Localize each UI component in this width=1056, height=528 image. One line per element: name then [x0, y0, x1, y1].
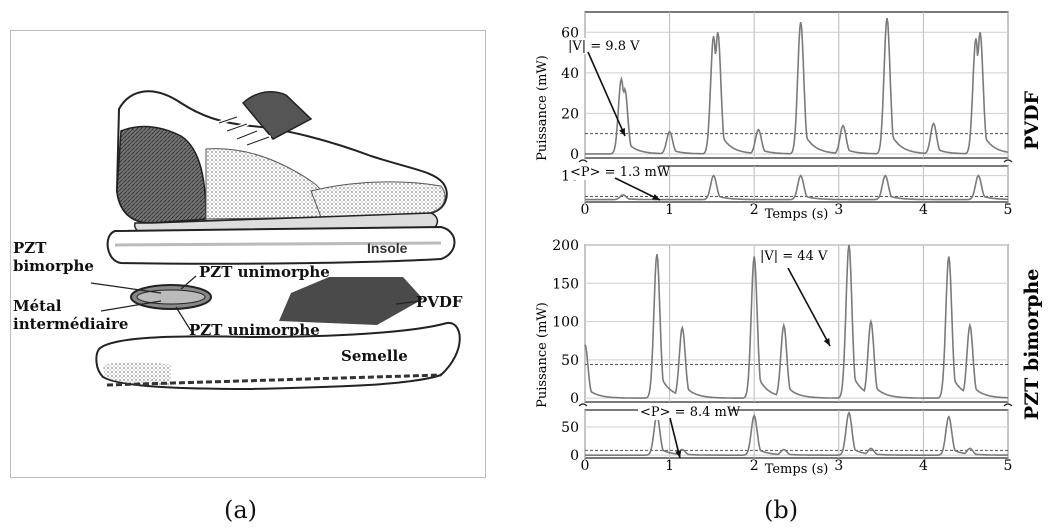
outsole	[95, 321, 461, 391]
label-pzt-unimorphe-top: PZT unimorphe	[199, 263, 330, 281]
pvdf-annotation-bg	[568, 164, 660, 180]
pzt_bimorphe-xtick: 0	[581, 458, 590, 474]
pzt_bimorphe-annotation: |V| = 44 V	[760, 249, 828, 264]
pzt_bimorphe-upper-ytick: 0	[570, 391, 579, 407]
pvdf-upper-series-line	[585, 17, 1009, 155]
pvdf-annotation-arrowhead	[652, 193, 660, 200]
pvdf-upper-ytick: 0	[570, 147, 579, 163]
pzt_bimorphe-annotation: <P> = 8.4 mW	[640, 405, 741, 420]
insole-label: Insole	[367, 240, 408, 256]
pvdf-upper-ytick: 40	[561, 66, 579, 82]
label-pzt-bimorphe-2: bimorphe	[13, 257, 94, 275]
pvdf-upper-ytick: 20	[561, 106, 579, 122]
pvdf-upper-ytick: 60	[561, 25, 579, 41]
pvdf-ylabel: Puissance (mW)	[535, 55, 550, 161]
pzt_bimorphe-axis-break	[578, 403, 1013, 407]
power-charts-panel: PVDF PZT bimorphe 020406010012345Temps (…	[530, 0, 1056, 494]
pvdf-annotation: |V| = 9.8 V	[568, 39, 640, 54]
pzt_bimorphe-upper-ytick: 100	[552, 315, 579, 331]
pvdf-xtick: 0	[581, 202, 590, 218]
label-pvdf: PVDF	[416, 293, 463, 311]
pzt_bimorphe-upper-series-line	[584, 244, 1008, 399]
side-label-pzt-bimorphe: PZT bimorphe	[1021, 269, 1043, 420]
power-charts: PVDF PZT bimorphe 020406010012345Temps (…	[535, 11, 1043, 477]
pzt_bimorphe-annotation-arrowhead	[823, 338, 830, 346]
panel-b-caption: (b)	[764, 496, 799, 524]
pvdf-film	[279, 277, 423, 325]
pvdf-annotation-bg	[566, 38, 650, 54]
pzt_bimorphe-annotation-arrowhead	[675, 450, 682, 458]
pvdf-xtick: 1	[665, 202, 674, 218]
side-label-pvdf: PVDF	[1021, 90, 1043, 150]
panel-a-caption: (a)	[224, 496, 258, 524]
pvdf-xtick: 2	[750, 202, 759, 218]
pvdf-annotation-arrowhead	[619, 128, 625, 136]
pvdf-upper-frame	[584, 11, 1009, 159]
pzt_bimorphe-upper-ytick: 50	[561, 353, 579, 369]
pzt_bimorphe-xtick: 3	[834, 458, 843, 474]
shoe-illustration-panel: Insole PZT bimorphe PZT unimorphe Métal …	[10, 30, 486, 478]
pvdf-xtick: 4	[919, 202, 928, 218]
pzt_bimorphe-annotation-bg	[638, 404, 730, 420]
label-metal-2: intermédiaire	[13, 315, 128, 333]
pzt_bimorphe-upper-ytick: 200	[552, 238, 579, 254]
pzt_bimorphe-lower-ytick: 0	[570, 448, 579, 464]
pzt_bimorphe-lower-ytick: 50	[561, 420, 579, 436]
pzt_bimorphe-upper-ytick: 150	[552, 276, 579, 292]
shoe-heel-panel	[116, 125, 207, 224]
pvdf-annotation-arrow	[614, 177, 661, 201]
shoe-toe-panel	[310, 181, 446, 218]
pzt_bimorphe-xtick: 2	[750, 458, 759, 474]
pvdf-annotation: <P> = 1.3 mW	[570, 165, 671, 180]
pvdf-axis-break	[578, 159, 1013, 163]
pzt_bimorphe-upper-frame	[584, 244, 1009, 403]
pzt_bimorphe-xlabel: Temps (s)	[765, 462, 829, 477]
pvdf-xtick: 3	[834, 202, 843, 218]
pzt_bimorphe-xtick: 4	[919, 458, 928, 474]
shoe-exploded-diagram: Insole PZT bimorphe PZT unimorphe Métal …	[13, 90, 463, 391]
pvdf-xtick: 5	[1004, 202, 1013, 218]
pzt_bimorphe-ylabel: Puissance (mW)	[535, 302, 550, 408]
pzt_bimorphe-xtick: 5	[1004, 458, 1013, 474]
pzt_bimorphe-annotation-arrow	[787, 267, 831, 347]
pzt_bimorphe-lower-series-line	[585, 411, 1008, 456]
semelle-label: Semelle	[341, 347, 408, 365]
pzt_bimorphe-xtick: 1	[665, 458, 674, 474]
shoe-tongue	[241, 90, 313, 140]
label-pzt-bimorphe-1: PZT	[13, 239, 47, 257]
pvdf-xlabel: Temps (s)	[765, 207, 829, 222]
pvdf-annotation-arrow	[587, 51, 626, 137]
label-pzt-unimorphe-bottom: PZT unimorphe	[189, 321, 320, 339]
pzt_bimorphe-annotation-bg	[758, 248, 834, 264]
label-metal-1: Métal	[13, 297, 62, 315]
